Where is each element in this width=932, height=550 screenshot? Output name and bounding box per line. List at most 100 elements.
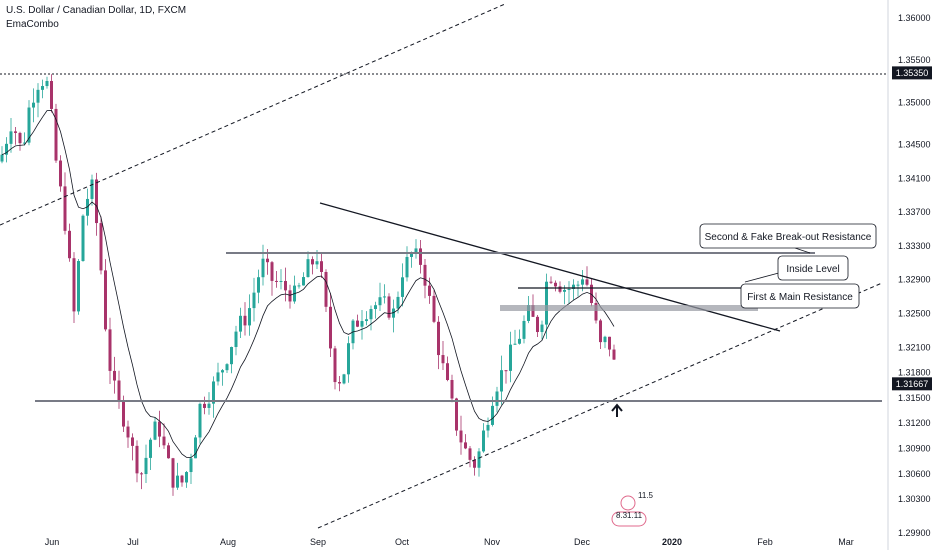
time-tick-label: 2020 [662, 537, 682, 547]
candle [315, 261, 319, 265]
candle [59, 160, 62, 187]
candle [324, 271, 328, 307]
candle [347, 343, 350, 375]
candle [131, 437, 134, 446]
candle [297, 285, 301, 287]
candle [302, 277, 305, 286]
candle [212, 381, 215, 404]
candle [374, 305, 377, 310]
time-tick-label: Feb [757, 537, 773, 547]
candle [554, 282, 557, 287]
candle [68, 230, 71, 259]
candle [527, 305, 530, 321]
candle [81, 215, 85, 262]
overlay-badge[interactable]: 11.5 8.31.11 [611, 491, 654, 527]
candle [63, 186, 67, 231]
annotation-inside-level[interactable]: Inside Level [777, 255, 849, 281]
price-tick-label: 1.32100 [898, 342, 931, 352]
candle [599, 320, 602, 343]
candle [275, 280, 278, 282]
candle [365, 319, 368, 322]
candle [288, 290, 292, 302]
candle [135, 445, 139, 474]
candle [549, 281, 553, 283]
candle [207, 403, 211, 408]
candle [473, 459, 476, 468]
candle [576, 284, 580, 286]
candle [540, 324, 544, 333]
candle [270, 262, 274, 281]
candle [432, 295, 436, 322]
candle [266, 258, 269, 263]
current-price-tag: 1.31667 [892, 377, 932, 391]
price-tick-label: 1.30300 [898, 494, 931, 504]
candle [221, 370, 224, 373]
candle [140, 473, 143, 475]
candle [144, 457, 148, 475]
time-tick-label: Mar [838, 537, 854, 547]
price-tick-label: 1.32500 [898, 308, 931, 318]
candle [252, 292, 256, 309]
candle [495, 391, 499, 406]
candle [468, 448, 472, 460]
top-level-price-label: 1.35350 [896, 68, 929, 78]
candle [581, 279, 584, 285]
price-tick-label: 1.31800 [898, 368, 931, 378]
candle [558, 286, 562, 292]
candlestick-series [0, 74, 616, 496]
annotation-second-resistance[interactable]: Second & Fake Break-out Resistance [699, 223, 877, 249]
price-tick-label: 1.34500 [898, 140, 931, 150]
candle [612, 349, 616, 360]
price-tick-label: 1.30600 [898, 469, 931, 479]
candle [180, 475, 184, 483]
candle [378, 297, 382, 306]
candle [311, 259, 314, 265]
candle [405, 256, 409, 278]
candle [563, 289, 566, 292]
candle [522, 320, 526, 339]
candle [437, 321, 440, 356]
candle [162, 436, 166, 446]
candle [23, 142, 26, 144]
candle [261, 258, 265, 278]
candle [513, 343, 517, 345]
candle [306, 259, 310, 278]
candle [329, 306, 332, 349]
candle [383, 296, 386, 298]
overlay-badge-bottom: 8.31.11 [616, 511, 643, 520]
candle [72, 258, 76, 312]
price-tick-label: 1.31200 [898, 418, 931, 428]
candle [216, 372, 220, 382]
time-axis-ticks: Jun Jul Aug Sep Oct Nov Dec 2020 Feb Mar [45, 537, 854, 547]
candle [410, 253, 413, 257]
candle [441, 355, 445, 364]
candle [248, 308, 251, 326]
candle [36, 89, 40, 103]
candle [90, 179, 94, 199]
candle [108, 329, 112, 371]
candle [117, 380, 121, 401]
candle [41, 86, 44, 90]
candle [113, 370, 116, 381]
time-tick-label: Nov [484, 537, 501, 547]
candle [608, 336, 611, 350]
candle [509, 344, 512, 371]
candle [149, 439, 152, 458]
candle [9, 131, 13, 144]
candle [491, 405, 494, 425]
candle [585, 279, 589, 285]
candle [18, 132, 22, 144]
candle [545, 281, 548, 325]
time-tick-label: Sep [310, 537, 326, 547]
candle [594, 303, 598, 321]
annotation-first-resistance[interactable]: First & Main Resistance [740, 283, 860, 309]
price-tick-label: 1.33300 [898, 241, 931, 251]
candle [185, 472, 188, 483]
candle [243, 315, 247, 326]
price-tick-label: 1.36000 [898, 13, 931, 23]
candle [482, 430, 485, 452]
symbol-title: U.S. Dollar / Canadian Dollar, 1D, FXCM [6, 5, 187, 16]
candle [342, 374, 346, 384]
candle [396, 296, 400, 309]
